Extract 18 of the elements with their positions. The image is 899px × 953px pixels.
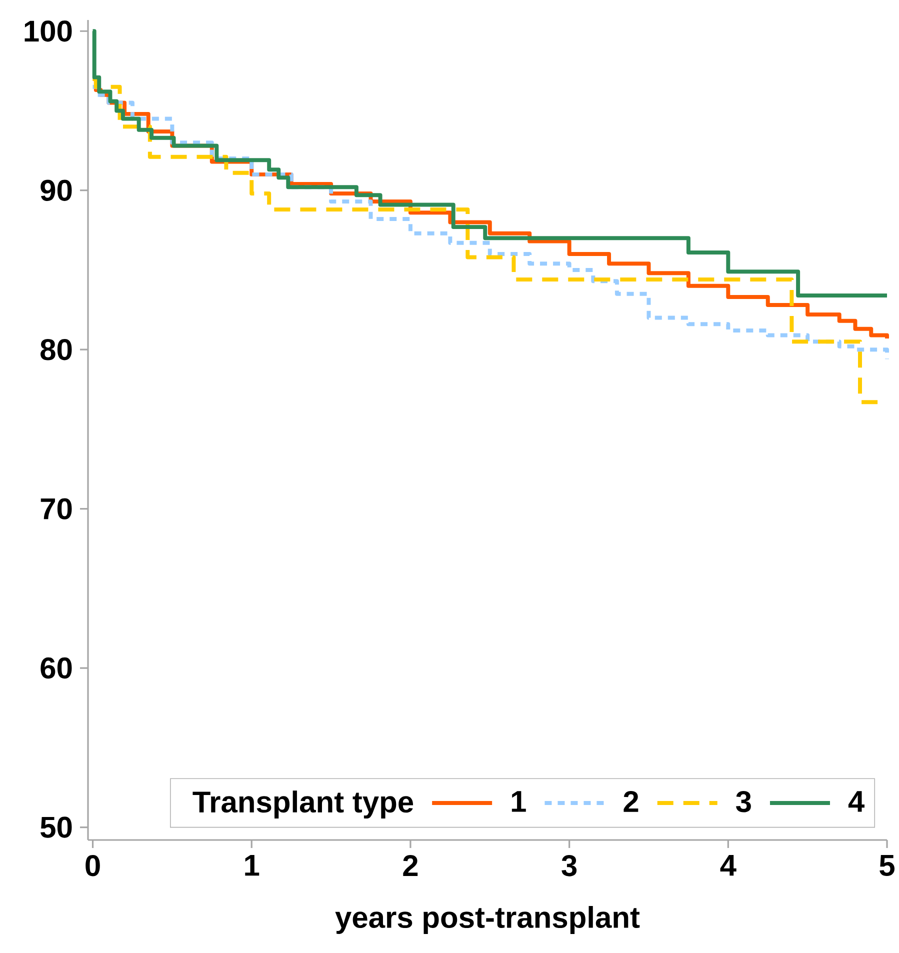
legend-title: Transplant type: [192, 790, 414, 819]
x-tick-label: 1: [245, 855, 260, 876]
x-tick-label: 3: [562, 855, 577, 876]
y-tick-label: 100: [24, 20, 72, 42]
y-tick-label: 70: [40, 498, 72, 520]
legend-label: 1: [512, 791, 526, 812]
y-tick-label: 60: [40, 657, 72, 679]
y-tick-label: 90: [40, 180, 72, 201]
x-axis-title: years post-transplant: [335, 906, 640, 934]
x-tick-label: 0: [86, 855, 100, 876]
legend-label: 3: [736, 791, 751, 812]
legend-label: 2: [624, 791, 638, 812]
x-tick-label: 5: [880, 855, 895, 876]
x-tick-label: 4: [720, 855, 736, 876]
y-tick-label: 80: [40, 338, 72, 360]
y-tick-label: 50: [40, 816, 72, 838]
legend-label: 4: [848, 791, 864, 812]
x-tick-label: 2: [403, 855, 418, 876]
